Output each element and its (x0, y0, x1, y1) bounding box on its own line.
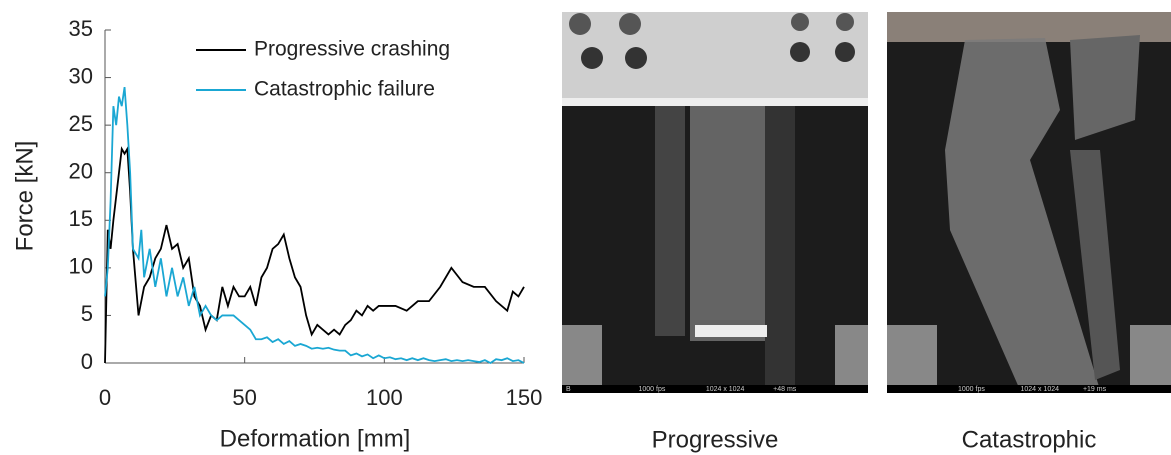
y-tick-label: 35 (69, 16, 93, 41)
y-tick-label: 15 (69, 206, 93, 231)
y-tick-label: 0 (81, 349, 93, 374)
legend-label: Catastrophic failure (254, 78, 435, 101)
legend-label: Progressive crashing (254, 38, 450, 61)
x-tick-label: 150 (506, 385, 543, 410)
photo-stamp: +48 ms (773, 386, 797, 393)
y-tick-label: 10 (69, 254, 93, 279)
y-tick-label: 30 (69, 63, 93, 88)
photo-catastrophic (887, 12, 1171, 393)
series-line (105, 149, 524, 363)
figure: Deformation [mm] Force [kN] 0 5 10 15 20 25 30… (0, 0, 1171, 455)
y-axis-label: Force [kN] (11, 141, 38, 252)
photo-caption: Progressive (652, 426, 779, 453)
photo-caption: Catastrophic (962, 426, 1097, 453)
y-tick-label: 5 (81, 301, 93, 326)
photo-stamp: B (566, 386, 571, 393)
x-tick-label: 50 (232, 385, 256, 410)
x-tick-label: 0 (99, 385, 111, 410)
photo-stamp: +19 ms (1083, 386, 1107, 393)
photo-stamp: 1024 x 1024 (706, 386, 745, 393)
x-tick-label: 100 (366, 385, 403, 410)
y-tick-label: 25 (69, 111, 93, 136)
y-tick-label: 20 (69, 159, 93, 184)
photo-stamp: 1024 x 1024 (1020, 386, 1059, 393)
photo-stamp: 1000 fps (958, 386, 985, 393)
series-line (105, 87, 524, 363)
photo-progressive (562, 12, 868, 393)
photo-stamp: 1000 fps (639, 386, 666, 393)
x-axis-label: Deformation [mm] (220, 425, 411, 452)
